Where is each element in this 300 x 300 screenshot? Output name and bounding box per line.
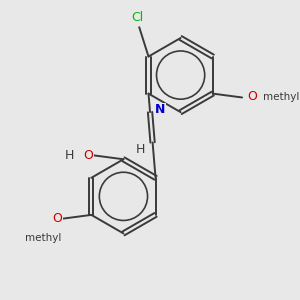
Text: O: O bbox=[248, 90, 257, 103]
Text: Cl: Cl bbox=[132, 11, 144, 24]
Text: H: H bbox=[136, 143, 145, 156]
Text: methyl: methyl bbox=[263, 92, 299, 102]
Text: O: O bbox=[52, 212, 62, 225]
Text: methyl: methyl bbox=[25, 233, 61, 243]
Text: H: H bbox=[64, 149, 74, 162]
Text: N: N bbox=[155, 103, 165, 116]
Text: O: O bbox=[83, 149, 93, 162]
